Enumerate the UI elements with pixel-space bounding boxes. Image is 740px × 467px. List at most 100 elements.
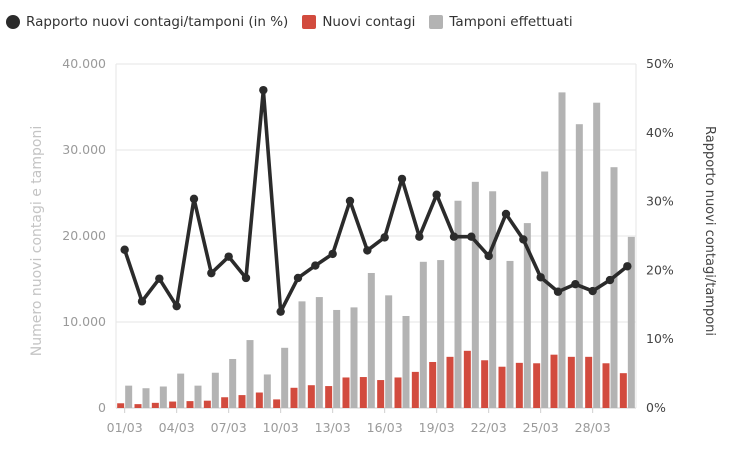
ratio-point[interactable] xyxy=(345,196,355,206)
ratio-point[interactable] xyxy=(467,232,476,241)
legend-item-tests[interactable]: Tamponi effettuati xyxy=(429,14,573,30)
tests-bar[interactable] xyxy=(610,167,618,408)
tests-bar[interactable] xyxy=(177,373,185,408)
tests-bar[interactable] xyxy=(471,181,479,408)
ratio-point[interactable] xyxy=(449,232,459,241)
tests-bar[interactable] xyxy=(229,358,237,408)
ratio-point[interactable] xyxy=(588,286,597,296)
ratio-point[interactable] xyxy=(328,249,337,259)
legend-item-new-cases[interactable]: Nuovi contagi xyxy=(302,14,415,30)
ratio-point[interactable] xyxy=(519,235,528,244)
ratio-point[interactable] xyxy=(120,245,129,254)
tests-bar[interactable] xyxy=(367,272,375,408)
ratio-point[interactable] xyxy=(623,262,632,271)
tests-bar[interactable] xyxy=(246,340,254,408)
new-cases-bar[interactable] xyxy=(221,397,229,408)
ratio-point[interactable] xyxy=(380,233,389,242)
legend: Rapporto nuovi contagi/tamponi (in %) Nu… xyxy=(6,10,573,34)
ratio-point[interactable] xyxy=(276,307,285,316)
ratio-point[interactable] xyxy=(259,85,268,95)
tests-bar[interactable] xyxy=(298,301,306,408)
legend-label-new-cases: Nuovi contagi xyxy=(322,14,416,30)
ratio-point[interactable] xyxy=(293,273,303,283)
tests-bar[interactable] xyxy=(125,385,133,408)
right-axis-tick-label: 20% xyxy=(646,262,674,277)
new-cases-bar[interactable] xyxy=(585,356,593,408)
ratio-point[interactable] xyxy=(484,251,493,261)
tests-bar[interactable] xyxy=(523,223,531,408)
tests-bar[interactable] xyxy=(402,315,410,408)
x-axis-tick-label: 10/03 xyxy=(263,420,299,435)
new-cases-bar[interactable] xyxy=(377,380,385,408)
tests-bar[interactable] xyxy=(263,374,271,408)
new-cases-bar[interactable] xyxy=(515,362,523,408)
new-cases-bar[interactable] xyxy=(117,403,125,408)
new-cases-bar[interactable] xyxy=(273,399,281,408)
new-cases-bar[interactable] xyxy=(203,400,211,408)
tests-bar[interactable] xyxy=(333,309,341,408)
new-cases-bar[interactable] xyxy=(238,395,246,408)
new-cases-bar[interactable] xyxy=(186,401,194,408)
ratio-point[interactable] xyxy=(137,297,147,306)
tests-bar[interactable] xyxy=(211,372,219,408)
tests-bar[interactable] xyxy=(419,261,427,408)
tests-bar[interactable] xyxy=(350,307,358,408)
ratio-point[interactable] xyxy=(241,273,251,283)
tests-bar[interactable] xyxy=(159,386,167,409)
new-cases-bar[interactable] xyxy=(619,373,627,408)
ratio-point[interactable] xyxy=(571,279,580,289)
ratio-point[interactable] xyxy=(605,275,615,285)
ratio-point[interactable] xyxy=(501,209,511,219)
ratio-point[interactable] xyxy=(397,174,407,184)
new-cases-bar[interactable] xyxy=(307,385,315,408)
tests-bar[interactable] xyxy=(541,171,549,409)
new-cases-bar[interactable] xyxy=(481,360,489,408)
new-cases-bar[interactable] xyxy=(394,377,402,408)
new-cases-bar[interactable] xyxy=(429,361,437,408)
ratio-point[interactable] xyxy=(432,190,441,199)
ratio-point[interactable] xyxy=(224,252,233,261)
ratio-point[interactable] xyxy=(189,194,199,204)
tests-bar[interactable] xyxy=(142,388,150,408)
ratio-point[interactable] xyxy=(155,274,164,283)
tests-bar[interactable] xyxy=(281,347,289,408)
new-cases-bar[interactable] xyxy=(151,402,159,408)
new-cases-bar[interactable] xyxy=(498,366,506,408)
new-cases-bar[interactable] xyxy=(602,363,610,408)
ratio-point[interactable] xyxy=(415,232,424,241)
new-cases-bar[interactable] xyxy=(533,363,541,408)
ratio-point[interactable] xyxy=(553,287,563,296)
tests-bar[interactable] xyxy=(315,297,323,408)
tests-bar[interactable] xyxy=(506,260,514,408)
ratio-point[interactable] xyxy=(536,273,545,282)
ratio-point[interactable] xyxy=(172,301,181,311)
ratio-point[interactable] xyxy=(207,268,216,278)
tests-bar[interactable] xyxy=(385,295,393,408)
tests-bar[interactable] xyxy=(593,102,601,408)
tests-bar[interactable] xyxy=(437,260,445,408)
ratio-point[interactable] xyxy=(363,246,372,255)
ratio-point[interactable] xyxy=(311,261,320,270)
new-cases-bar[interactable] xyxy=(290,387,298,408)
new-cases-bar[interactable] xyxy=(169,401,177,408)
new-cases-bar[interactable] xyxy=(255,392,263,408)
new-cases-bar[interactable] xyxy=(550,354,558,408)
left-axis-tick-label: 10.000 xyxy=(62,314,106,329)
tests-bar[interactable] xyxy=(627,236,635,408)
legend-item-ratio[interactable]: Rapporto nuovi contagi/tamponi (in %) xyxy=(6,14,288,30)
new-cases-bar[interactable] xyxy=(446,356,454,408)
tests-bar[interactable] xyxy=(558,92,566,408)
new-cases-bar[interactable] xyxy=(134,404,142,408)
tests-bar[interactable] xyxy=(575,124,583,408)
new-cases-bar[interactable] xyxy=(342,377,350,408)
new-cases-bar[interactable] xyxy=(359,377,367,408)
x-axis-tick-label: 01/03 xyxy=(107,420,143,435)
new-cases-bar[interactable] xyxy=(325,386,333,408)
new-cases-bar[interactable] xyxy=(567,356,575,408)
new-cases-bar[interactable] xyxy=(411,371,419,408)
tests-bar[interactable] xyxy=(489,191,497,408)
tests-bar[interactable] xyxy=(454,200,462,408)
tests-bars xyxy=(125,92,635,408)
new-cases-bar[interactable] xyxy=(463,350,471,408)
tests-bar[interactable] xyxy=(194,385,202,408)
